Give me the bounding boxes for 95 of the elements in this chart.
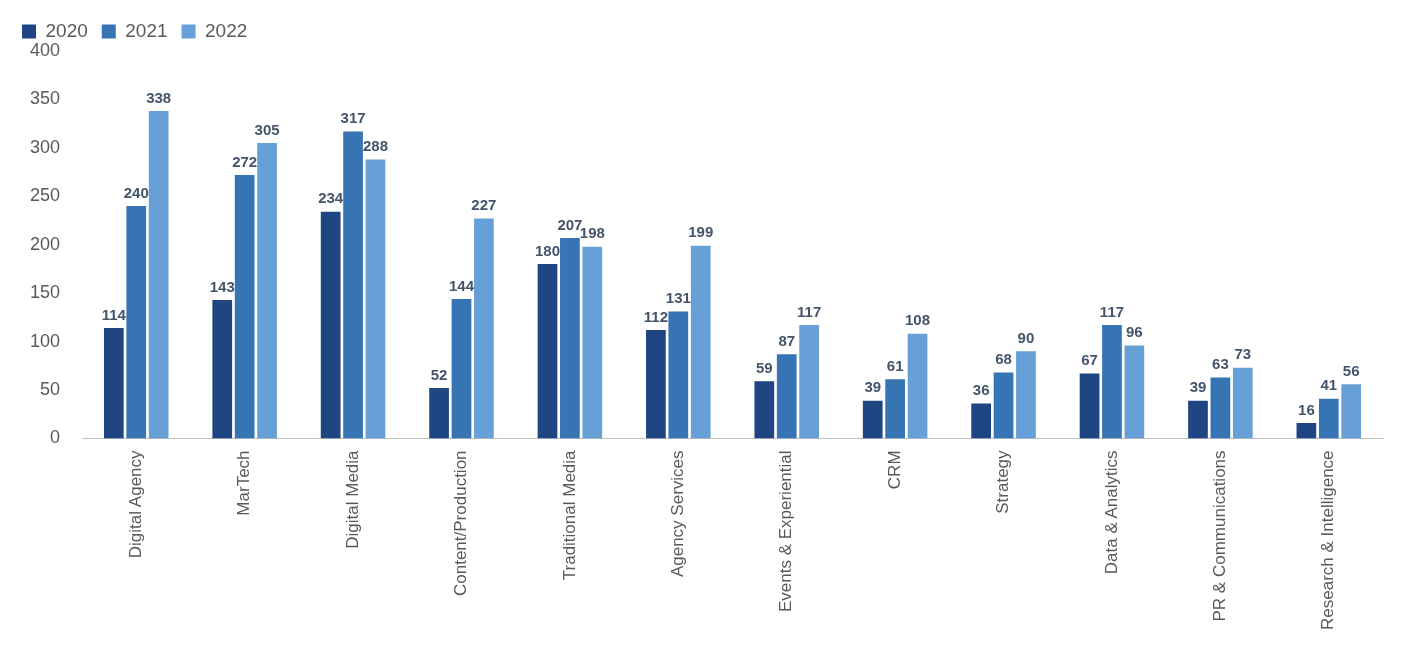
bar bbox=[234, 174, 255, 439]
data-label: 41 bbox=[1320, 376, 1338, 394]
bar bbox=[343, 131, 363, 439]
data-label: 199 bbox=[688, 223, 714, 241]
legend-label: 2021 bbox=[125, 19, 168, 41]
data-label: 317 bbox=[340, 109, 366, 127]
y-tick-label: 300 bbox=[29, 136, 61, 157]
data-label: 56 bbox=[1342, 361, 1360, 379]
data-label: 144 bbox=[448, 276, 475, 294]
data-label: 39 bbox=[864, 378, 882, 396]
bar bbox=[1079, 373, 1100, 439]
data-label: 227 bbox=[471, 196, 497, 214]
data-label: 52 bbox=[430, 365, 448, 383]
bar bbox=[451, 298, 472, 439]
bar bbox=[1188, 400, 1208, 439]
data-label: 112 bbox=[643, 307, 669, 325]
bar bbox=[862, 400, 883, 439]
data-label: 36 bbox=[972, 381, 990, 399]
data-label: 198 bbox=[579, 224, 605, 242]
bar bbox=[560, 237, 580, 439]
bar bbox=[1102, 325, 1122, 439]
bar bbox=[148, 111, 169, 439]
bar bbox=[885, 379, 905, 439]
data-label: 63 bbox=[1212, 355, 1229, 373]
bar bbox=[993, 372, 1014, 439]
bar bbox=[1124, 345, 1145, 439]
data-label: 61 bbox=[886, 357, 904, 375]
data-label: 117 bbox=[1099, 302, 1125, 320]
bar bbox=[690, 245, 711, 439]
data-label: 338 bbox=[146, 88, 172, 106]
bar bbox=[754, 381, 775, 439]
bar bbox=[799, 325, 819, 439]
data-label: 180 bbox=[534, 241, 561, 259]
data-label: 117 bbox=[797, 302, 822, 320]
data-label: 73 bbox=[1234, 345, 1252, 363]
data-label: 288 bbox=[362, 137, 388, 155]
y-tick-label: 50 bbox=[40, 378, 61, 399]
legend-label: 2020 bbox=[45, 19, 88, 41]
data-label: 67 bbox=[1081, 351, 1098, 369]
x-tick-label: CRM bbox=[884, 450, 904, 490]
x-tick-label: Data & Analytics bbox=[1101, 450, 1121, 575]
bar bbox=[646, 329, 666, 439]
x-tick-label: Agency Services bbox=[668, 450, 687, 578]
y-tick-label: 100 bbox=[29, 330, 61, 351]
bar bbox=[971, 403, 991, 439]
y-tick-label: 250 bbox=[29, 185, 61, 206]
data-label: 131 bbox=[665, 289, 691, 307]
x-tick-label: Research & Intelligence bbox=[1318, 450, 1338, 630]
y-tick-label: 400 bbox=[29, 39, 61, 60]
x-tick-label: Events & Experiential bbox=[776, 450, 796, 613]
x-tick-label: Traditional Media bbox=[559, 449, 579, 581]
data-label: 240 bbox=[123, 183, 149, 201]
x-tick-label: Digital Media bbox=[342, 449, 362, 549]
bar bbox=[1232, 367, 1253, 439]
data-label: 16 bbox=[1298, 400, 1315, 418]
x-tick-label: PR & Communications bbox=[1210, 450, 1230, 622]
bar bbox=[212, 299, 233, 439]
bar bbox=[1341, 384, 1362, 439]
y-tick-label: 0 bbox=[50, 427, 61, 448]
data-label: 59 bbox=[755, 358, 773, 376]
bar bbox=[1318, 398, 1339, 439]
y-tick-label: 200 bbox=[29, 233, 61, 254]
bar bbox=[1210, 377, 1231, 439]
bar bbox=[103, 328, 124, 439]
x-tick-label: Content/Production bbox=[451, 450, 471, 596]
data-label: 234 bbox=[318, 189, 344, 207]
data-label: 272 bbox=[232, 152, 258, 170]
data-label: 108 bbox=[905, 311, 931, 329]
data-label: 90 bbox=[1017, 328, 1035, 346]
bar bbox=[257, 143, 277, 439]
x-tick-label: Digital Agency bbox=[125, 449, 145, 559]
bar bbox=[776, 354, 797, 439]
data-label: 87 bbox=[778, 331, 796, 349]
data-label: 39 bbox=[1189, 378, 1207, 396]
data-label: 143 bbox=[209, 277, 235, 295]
bar bbox=[429, 388, 449, 439]
bar bbox=[907, 333, 928, 439]
data-label: 96 bbox=[1126, 323, 1143, 341]
y-tick-label: 150 bbox=[29, 282, 61, 303]
bar bbox=[365, 159, 386, 439]
bar bbox=[1016, 351, 1036, 439]
x-tick-label: Strategy bbox=[993, 449, 1013, 514]
data-label: 68 bbox=[995, 350, 1012, 368]
bar bbox=[320, 211, 341, 439]
bar bbox=[1296, 422, 1317, 439]
bar bbox=[582, 246, 603, 439]
data-label: 305 bbox=[254, 120, 280, 138]
bar bbox=[668, 311, 689, 439]
x-tick-label: MarTech bbox=[234, 450, 254, 516]
data-label: 114 bbox=[101, 305, 127, 323]
legend-label: 2022 bbox=[205, 19, 248, 41]
bar bbox=[474, 218, 494, 439]
bar bbox=[537, 264, 558, 439]
y-tick-label: 350 bbox=[29, 88, 61, 109]
bar bbox=[126, 205, 147, 439]
